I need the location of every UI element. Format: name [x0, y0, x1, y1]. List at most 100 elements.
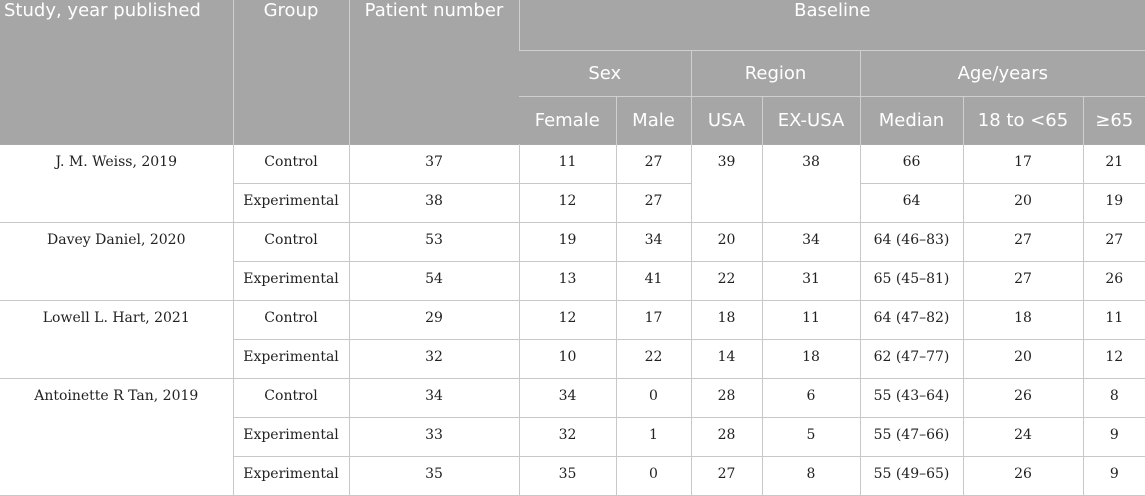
- usa-cell: 28: [690, 417, 763, 457]
- female-cell: 35: [518, 456, 617, 496]
- header-sex: Sex: [519, 50, 691, 97]
- ex-usa-cell: 31: [761, 261, 861, 301]
- study-name: Antoinette R Tan, 2019: [0, 378, 234, 496]
- group-cell: Control: [232, 222, 350, 262]
- age-65-plus-cell: 9: [1082, 456, 1145, 496]
- median-cell: 64: [859, 183, 964, 223]
- group-cell: Experimental: [233, 261, 350, 301]
- header-age: Age/years: [859, 50, 1145, 97]
- header-baseline: Baseline: [518, 0, 1145, 51]
- age-65-plus-cell: 27: [1082, 222, 1145, 262]
- female-cell: 12: [518, 300, 617, 340]
- ex-usa-cell: 38: [761, 144, 861, 223]
- header-age-65-plus: ≥65: [1082, 96, 1145, 145]
- age-18-65-cell: 24: [962, 417, 1084, 457]
- age-18-65-cell: 27: [962, 222, 1084, 262]
- study-name: J. M. Weiss, 2019: [0, 144, 234, 223]
- female-cell: 12: [518, 183, 617, 223]
- study-name: Lowell L. Hart, 2021: [0, 300, 234, 379]
- age-18-65-cell: 20: [962, 183, 1084, 223]
- female-cell: 13: [518, 261, 617, 301]
- male-cell: 1: [615, 417, 692, 457]
- group-cell: Experimental: [233, 456, 350, 496]
- age-18-65-cell: 20: [962, 339, 1084, 379]
- group-cell: Control: [232, 300, 350, 340]
- ex-usa-cell: 11: [761, 300, 861, 340]
- male-cell: 41: [615, 261, 692, 301]
- age-18-65-cell: 18: [962, 300, 1084, 340]
- median-cell: 55 (49–65): [859, 456, 964, 496]
- usa-cell: 18: [690, 300, 763, 340]
- median-cell: 64 (46–83): [859, 222, 964, 262]
- table-row: Lowell L. Hart, 2021 Control 29 12 17 18…: [0, 300, 1145, 379]
- median-cell: 65 (45–81): [859, 261, 964, 301]
- table-header: Study, year published Group Patient numb…: [0, 0, 1145, 145]
- group-cell: Experimental: [233, 417, 350, 457]
- male-cell: 27: [615, 183, 692, 223]
- usa-cell: 39: [690, 144, 763, 223]
- patient-number-cell: 37: [348, 144, 520, 184]
- group-cell: Experimental: [233, 183, 350, 223]
- female-cell: 11: [518, 144, 617, 184]
- age-65-plus-cell: 8: [1082, 378, 1145, 418]
- female-cell: 34: [518, 378, 617, 418]
- table-body: J. M. Weiss, 2019 Control 37 11 27 39 38…: [0, 144, 1145, 496]
- header-median: Median: [859, 96, 963, 145]
- header-group: Group: [232, 0, 349, 145]
- median-cell: 62 (47–77): [859, 339, 964, 379]
- header-usa: USA: [690, 96, 762, 145]
- header-male: Male: [615, 96, 691, 145]
- median-cell: 64 (47–82): [859, 300, 964, 340]
- age-65-plus-cell: 21: [1082, 144, 1145, 184]
- ex-usa-cell: 6: [761, 378, 861, 418]
- patient-number-cell: 35: [348, 456, 520, 496]
- patient-number-cell: 53: [348, 222, 520, 262]
- patient-number-cell: 34: [348, 378, 520, 418]
- patient-number-cell: 32: [348, 339, 520, 379]
- ex-usa-cell: 34: [761, 222, 861, 262]
- age-65-plus-cell: 11: [1082, 300, 1145, 340]
- median-cell: 55 (47–66): [859, 417, 964, 457]
- median-cell: 55 (43–64): [859, 378, 964, 418]
- header-female: Female: [519, 96, 616, 145]
- header-patient-number: Patient number: [348, 0, 519, 145]
- age-18-65-cell: 26: [962, 378, 1084, 418]
- header-ex-usa: EX-USA: [761, 96, 860, 145]
- ex-usa-cell: 8: [761, 456, 861, 496]
- male-cell: 34: [615, 222, 692, 262]
- header-region: Region: [690, 50, 860, 97]
- age-65-plus-cell: 26: [1082, 261, 1145, 301]
- table-row: Davey Daniel, 2020 Control 53 19 34 20 3…: [0, 222, 1145, 301]
- female-cell: 19: [518, 222, 617, 262]
- age-65-plus-cell: 12: [1082, 339, 1145, 379]
- patient-number-cell: 29: [348, 300, 520, 340]
- table-row: Experimental 33 32 1 28 5 55 (47–66) 24 …: [0, 417, 1145, 457]
- patient-number-cell: 33: [348, 417, 520, 457]
- female-cell: 32: [518, 417, 617, 457]
- usa-cell: 22: [690, 261, 763, 301]
- male-cell: 0: [615, 378, 692, 418]
- usa-cell: 14: [690, 339, 763, 379]
- female-cell: 10: [518, 339, 617, 379]
- table-row: J. M. Weiss, 2019 Control 37 11 27 39 38…: [0, 144, 1145, 223]
- header-age-18-65: 18 to <65: [962, 96, 1083, 145]
- age-18-65-cell: 17: [962, 144, 1084, 184]
- age-65-plus-cell: 19: [1082, 183, 1145, 223]
- patient-number-cell: 38: [348, 183, 520, 223]
- age-18-65-cell: 27: [962, 261, 1084, 301]
- age-18-65-cell: 26: [962, 456, 1084, 496]
- usa-cell: 20: [690, 222, 763, 262]
- age-65-plus-cell: 9: [1082, 417, 1145, 457]
- group-cell: Control: [232, 144, 350, 184]
- header-study: Study, year published: [0, 0, 233, 145]
- group-cell: Experimental: [233, 339, 350, 379]
- group-cell: Control: [232, 378, 350, 418]
- male-cell: 22: [615, 339, 692, 379]
- usa-cell: 28: [690, 378, 763, 418]
- patient-number-cell: 54: [348, 261, 520, 301]
- study-name: Davey Daniel, 2020: [0, 222, 234, 301]
- ex-usa-cell: 5: [761, 417, 861, 457]
- median-cell: 66: [859, 144, 964, 184]
- male-cell: 27: [615, 144, 692, 184]
